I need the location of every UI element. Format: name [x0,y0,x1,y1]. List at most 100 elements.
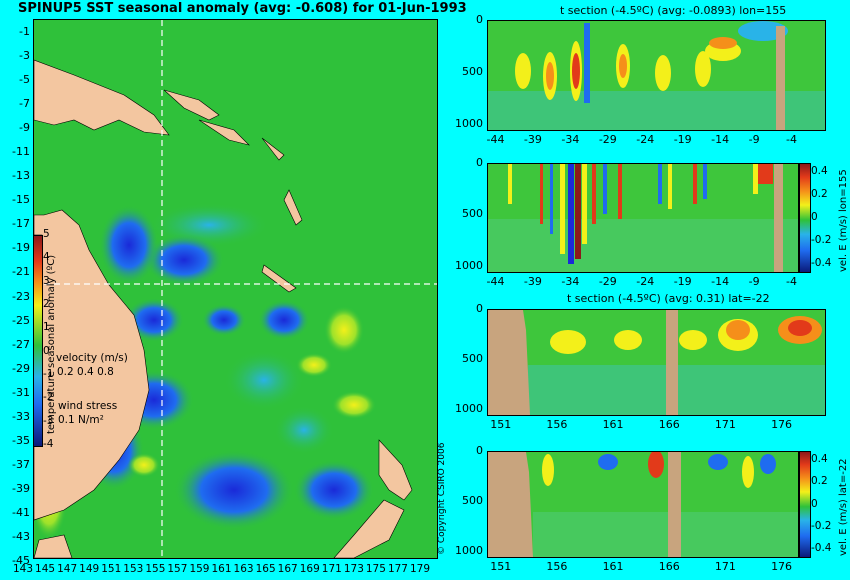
section-x-tick: -4 [786,275,797,288]
section-4-graphic [488,452,798,557]
colorbar-tick: 0.4 [811,165,828,177]
colorbar-tick: 0.4 [811,453,828,465]
section-y-tick: 1000 [455,116,483,130]
map-colorbar-label: temperature seasonal anomaly (ºC) [46,254,57,434]
section-y-tick: 500 [462,207,483,221]
section-x-tick: -9 [748,133,760,146]
map-lon-label: 165 [255,563,276,575]
eddy [294,460,374,520]
section-y-tick: 1000 [455,258,483,272]
map-lat-label: -29 [12,361,30,375]
section-x-tick: 161 [602,560,624,573]
section-y-tick: 0 [476,444,483,457]
section-y-tick: 1000 [455,402,483,415]
map-lat-label: -33 [12,409,30,423]
velocity-legend-label: velocity (m/s) [56,352,128,364]
map-lat-label: -13 [12,169,30,183]
map-lon-label: 153 [123,563,144,575]
colorbar-tick: 0 [811,211,818,223]
map-lon-label: 157 [167,563,188,575]
map-colorbar-tick: -2 [43,391,54,404]
map-lon-label: 163 [233,563,254,575]
section-y-tick: 500 [462,64,483,78]
map-lon-label: 149 [79,563,100,575]
map-colorbar-tick: 3 [43,274,50,287]
section-2-colorbar-label: vel. E (m/s) lon=155 [838,169,849,272]
velocity-legend-scale: 0.2 0.4 0.8 [57,366,114,378]
map-lon-label: 155 [145,563,166,575]
section-1-plot [487,20,826,131]
section-x-tick: -34 [561,275,580,288]
colorbar-tick: -0.2 [811,234,832,246]
map-lat-label: -45 [12,554,30,567]
map-lat-label: -25 [12,313,30,327]
map-colorbar-tick: -4 [43,438,54,450]
map-colorbar-tick: 1 [43,321,50,334]
colorbar-tick: 0.2 [811,188,828,200]
section-y-tick: 500 [462,494,483,507]
map-lat-label: -23 [12,289,30,303]
section-x-tick: 161 [602,418,624,431]
section-x-tick: -9 [748,275,760,288]
map-lat-label: -41 [12,505,30,519]
colorbar-tick: -0.2 [811,519,832,532]
map-colorbar-tick: 2 [43,298,50,310]
section-x-tick: -24 [636,133,655,146]
section-x-tick: 156 [546,560,568,573]
section-4-colorbar-label: vel. E (m/s) lat=-22 [838,458,849,556]
section-x-tick: -14 [711,133,730,146]
section-x-tick: 156 [546,418,568,431]
section-x-tick: 166 [658,418,680,431]
section-2-plot [487,163,799,273]
warm-anomaly [128,453,160,477]
section-x-tick: 151 [490,418,512,431]
map-lat-label: -43 [12,529,30,543]
page-title: SPINUP5 SST seasonal anomaly (avg: -0.60… [18,1,467,16]
copyright-text: © Copyright CSIRO 2006 [437,442,447,555]
section-3-graphic [488,310,825,415]
map-lat-label: -17 [12,217,30,231]
colorbar-tick: -0.4 [811,542,832,554]
section-x-tick: -34 [561,133,580,146]
section-x-tick: -24 [636,275,655,288]
map-lon-label: 167 [277,563,298,575]
map-lon-label: 171 [321,563,342,575]
land-tasmania [34,534,73,558]
section-y-tick: 0 [476,302,483,315]
colorbar-tick: 0 [811,497,818,510]
land-australia [34,209,150,521]
map-colorbar-tick: -3 [43,414,54,427]
map-lon-label: 147 [57,563,78,575]
map-colorbar-fill [33,235,43,447]
section-x-tick: 151 [490,560,512,573]
land-island [283,189,303,226]
map-lon-label: 169 [299,563,320,575]
section-x-tick: -39 [523,275,542,288]
section-x-tick: -29 [598,133,617,146]
section-x-tick: -19 [673,133,692,146]
land-png [34,59,170,136]
section-y-tick: 1000 [455,544,483,557]
map-colorbar-tick: 5 [43,228,50,240]
eddy [144,234,224,286]
map-lat-label: -15 [12,193,30,207]
map-lon-label: 143 [13,563,34,575]
map-lat-label: -9 [19,121,30,135]
section-4-plot [487,451,799,558]
map-lat-label: -27 [12,337,30,351]
section-x-tick: 171 [714,560,736,573]
section-x-tick: -44 [486,133,505,146]
sst-map [33,19,438,559]
section-y-tick: 0 [476,156,483,169]
section-2-graphic [488,164,798,272]
section-1-title: t section (-4.5ºC) (avg: -0.0893) lon=15… [560,4,787,17]
warm-anomaly [332,391,376,419]
map-colorbar-tick: -1 [43,368,54,380]
map-lat-label: -35 [12,433,30,447]
wind-legend-label: wind stress [58,400,118,412]
map-lon-label: 151 [101,563,122,575]
warm-anomaly [296,353,332,377]
map-lat-label: -3 [19,49,30,63]
section-x-tick: -19 [673,275,692,288]
land-new-caledonia [261,264,297,293]
